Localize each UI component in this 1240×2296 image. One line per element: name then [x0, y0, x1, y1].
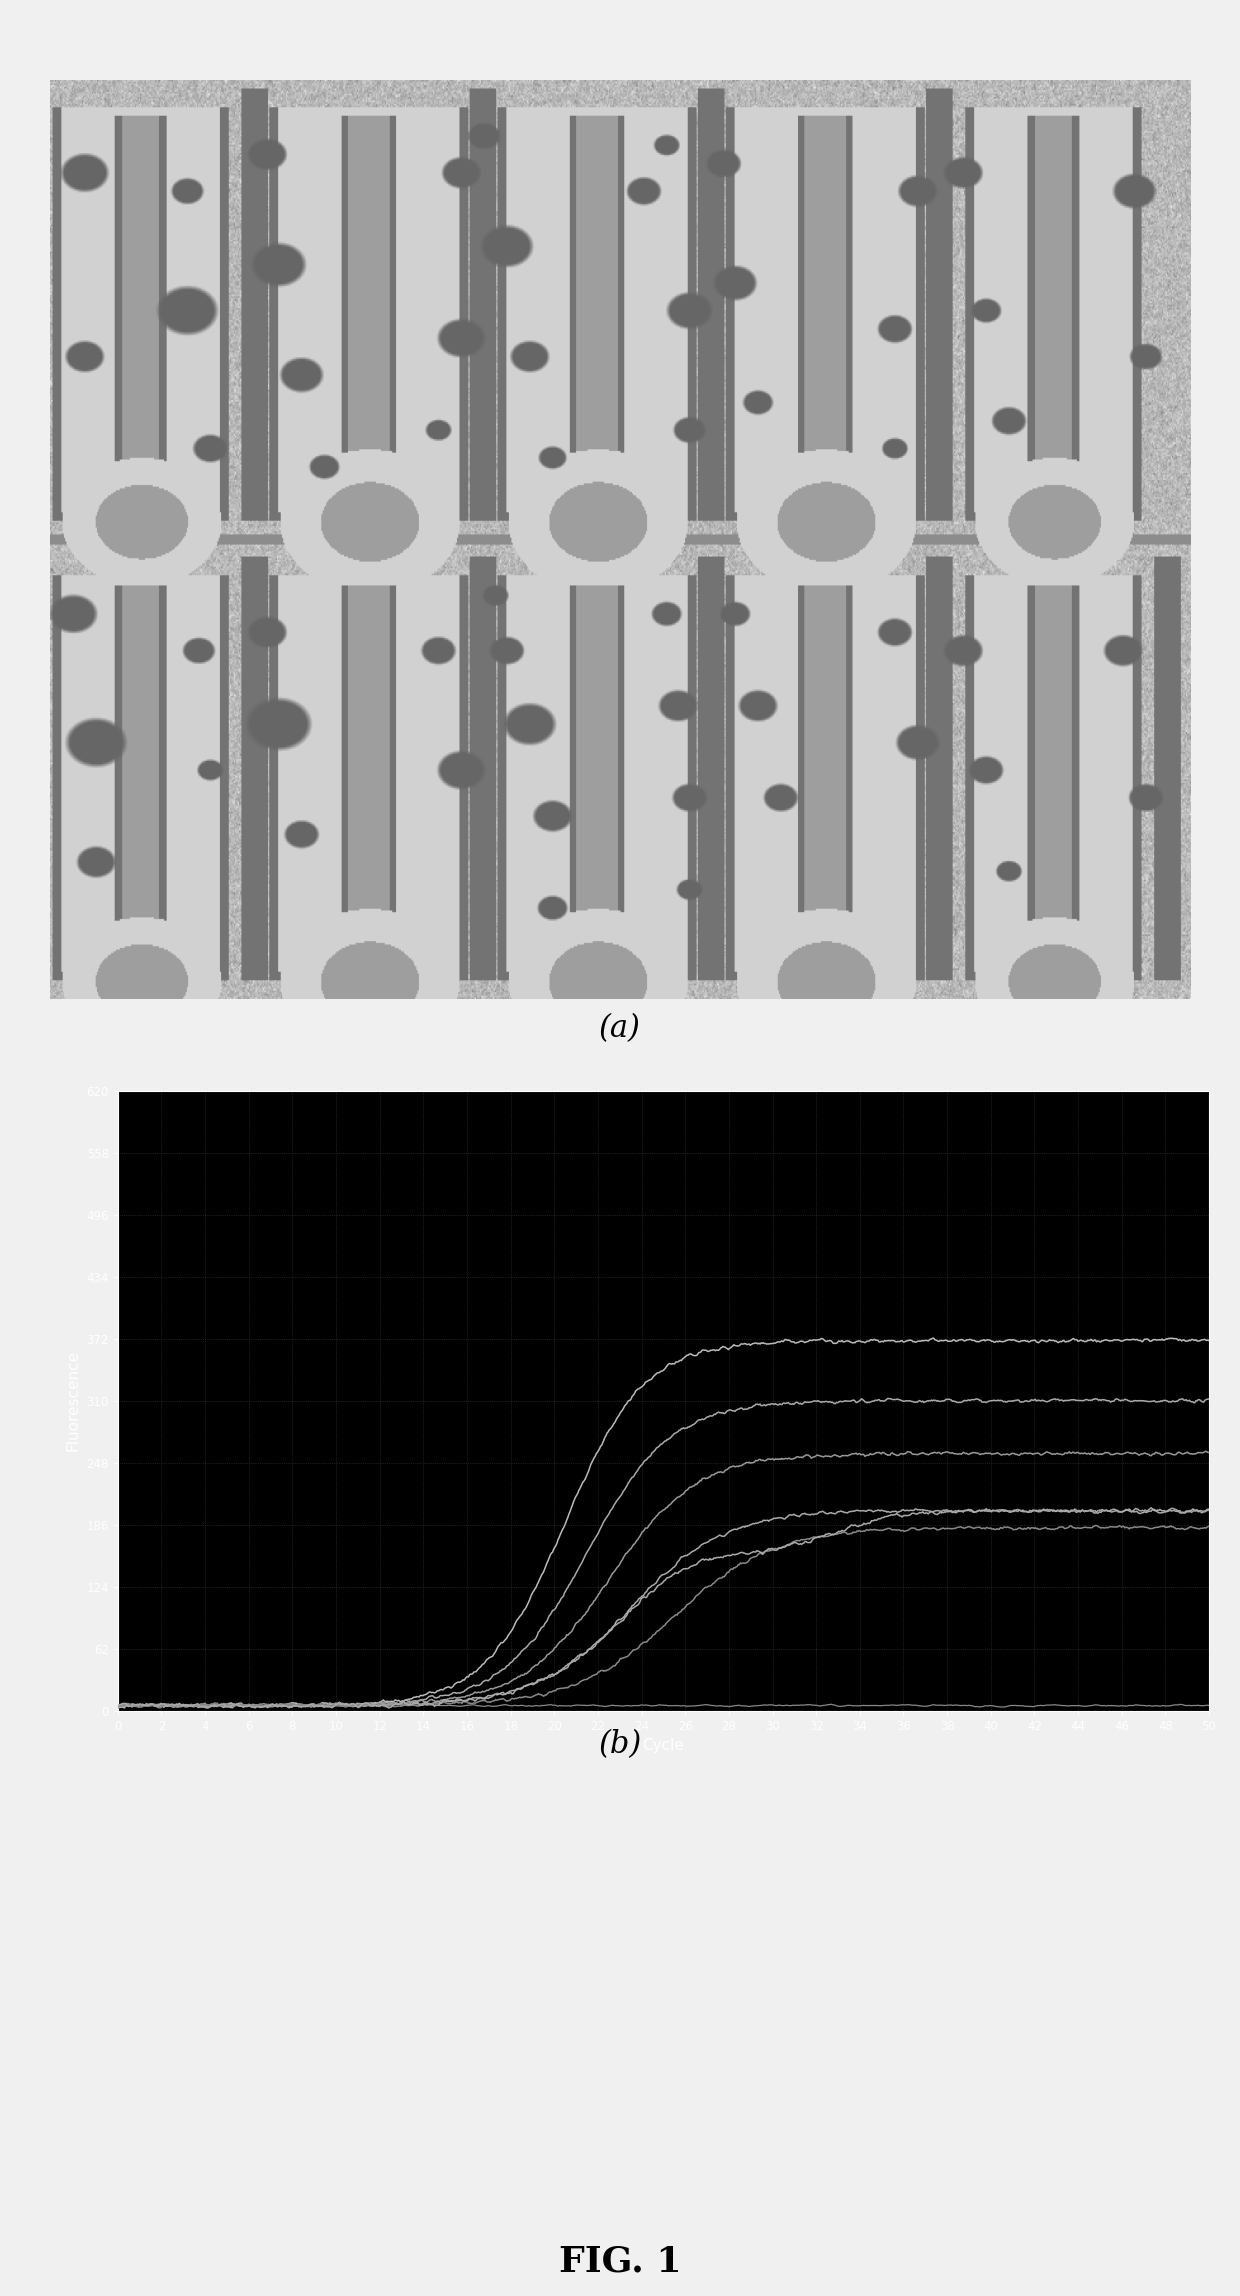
X-axis label: Cycle: Cycle	[642, 1738, 684, 1754]
Text: (a): (a)	[599, 1013, 641, 1045]
Text: FIG. 1: FIG. 1	[559, 2245, 681, 2278]
Y-axis label: Fluorescence: Fluorescence	[66, 1350, 81, 1451]
Text: (b): (b)	[599, 1729, 641, 1761]
